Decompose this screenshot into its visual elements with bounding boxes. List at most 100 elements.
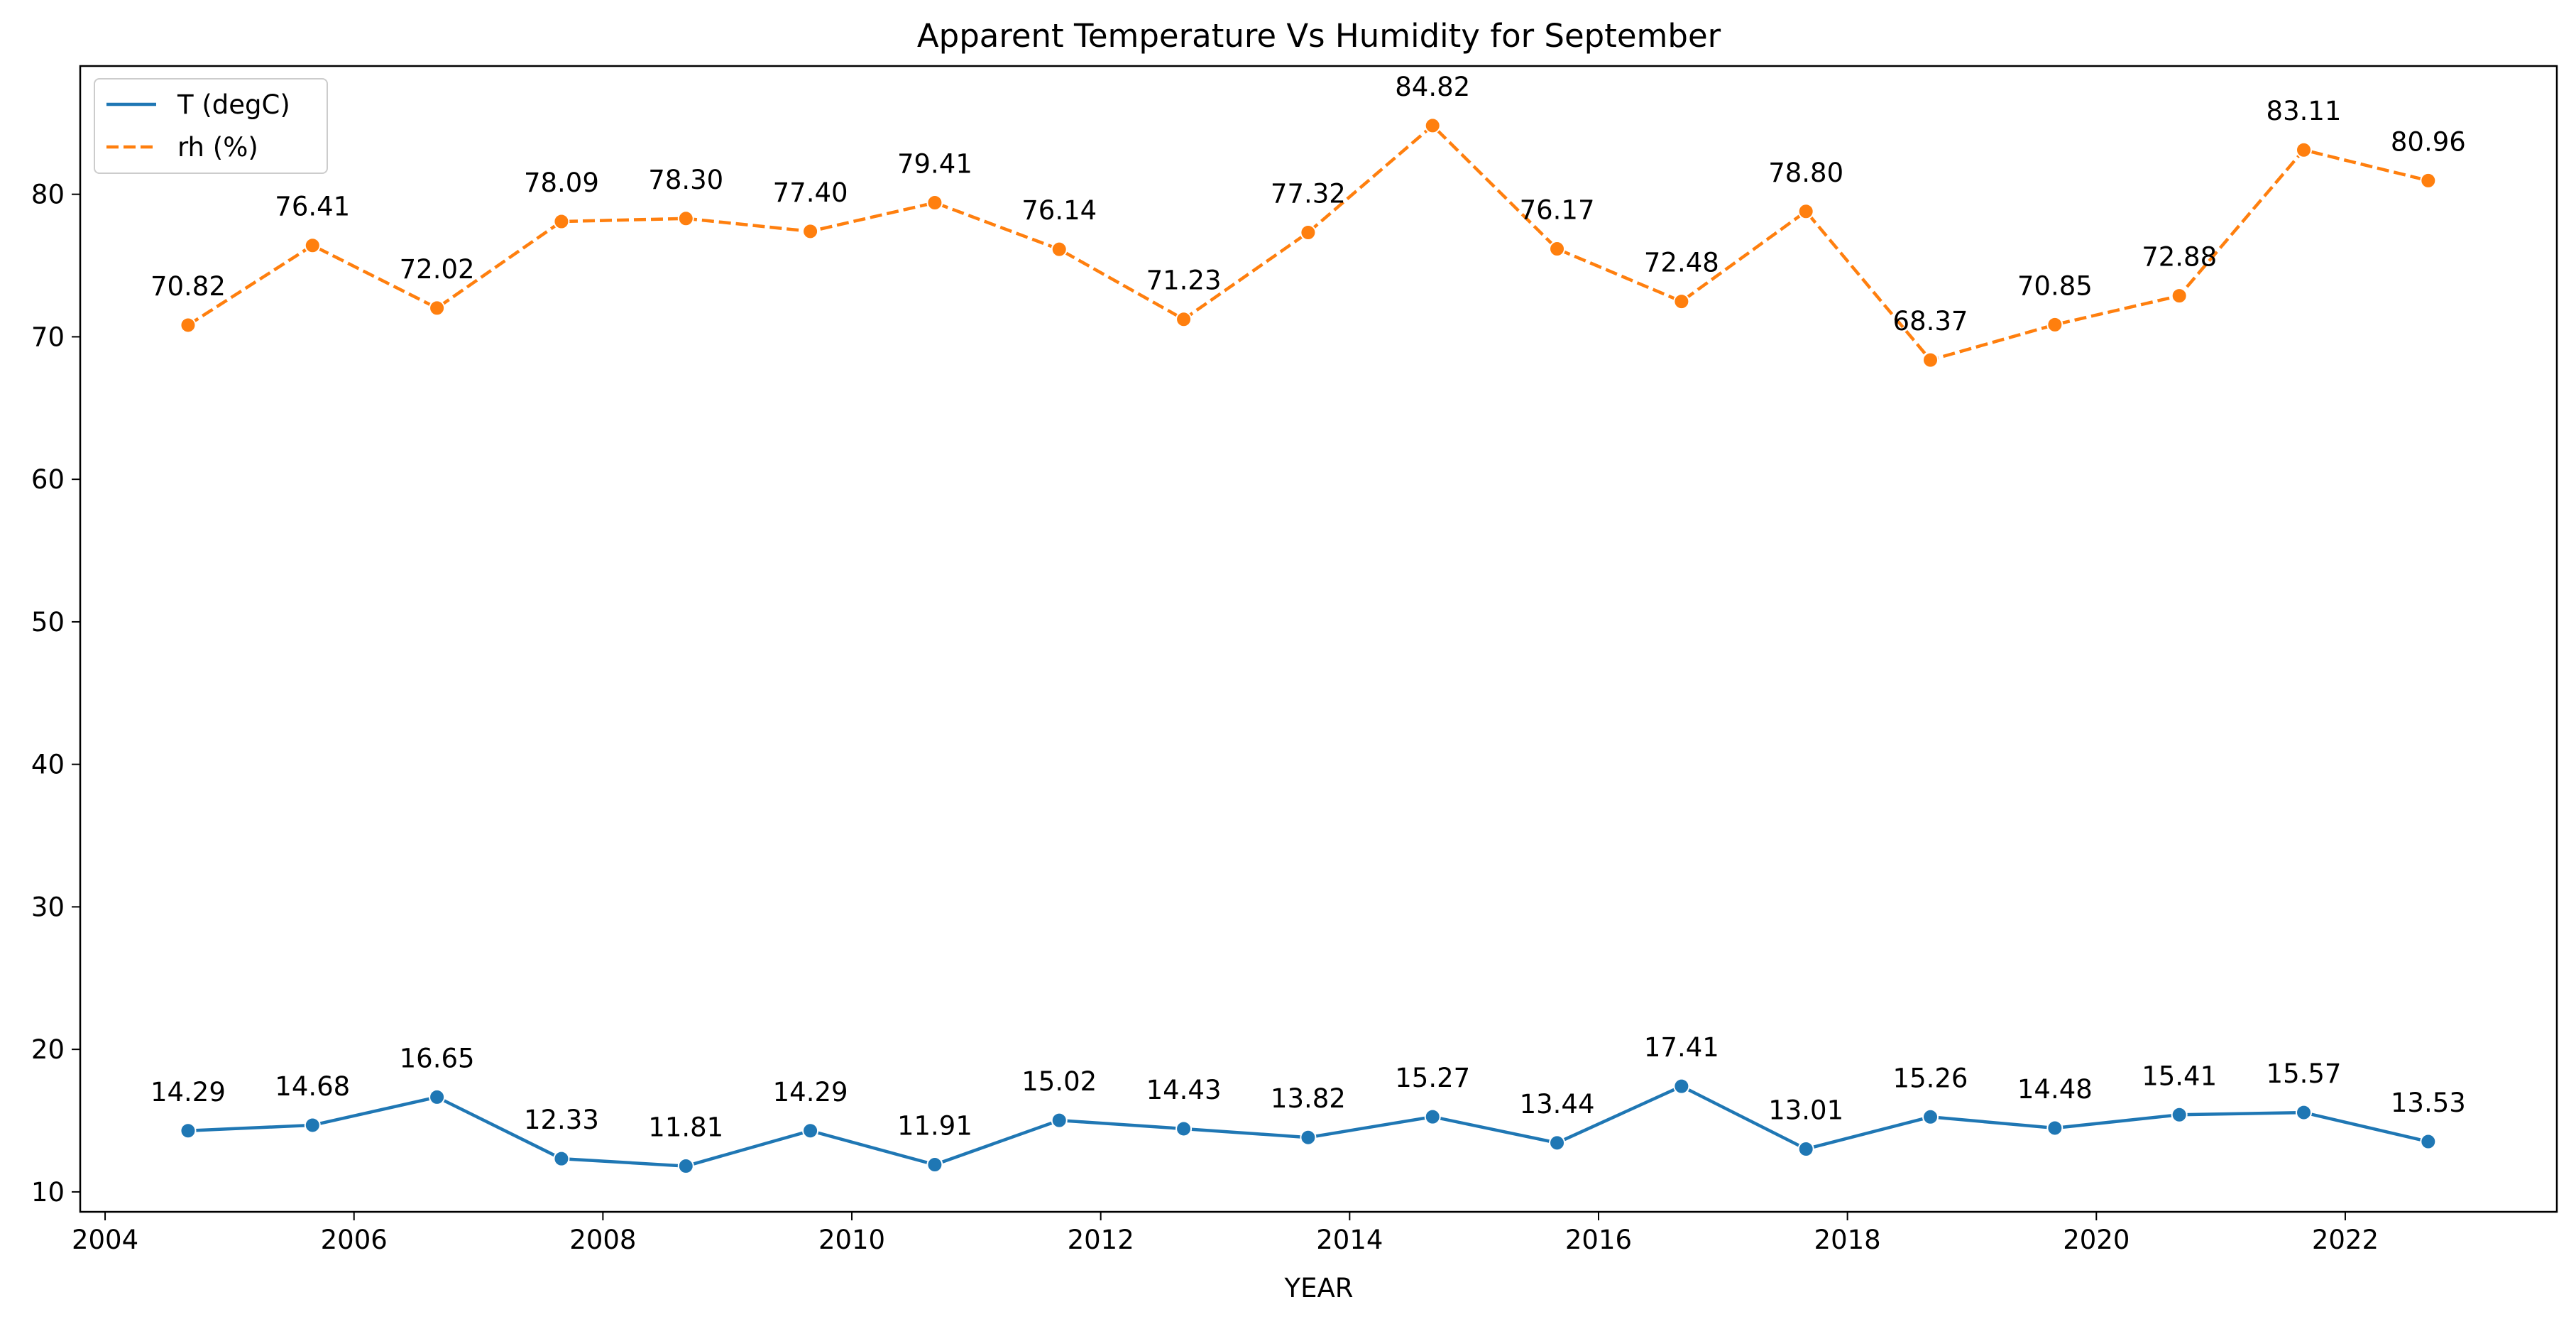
data-label-humidity: 80.96 <box>2391 126 2466 157</box>
data-label-temperature: 14.48 <box>2017 1074 2093 1105</box>
data-point-humidity <box>1424 117 1441 134</box>
data-label-humidity: 72.02 <box>400 254 475 285</box>
x-tick-label: 2010 <box>818 1225 885 1255</box>
data-label-humidity: 76.17 <box>1520 195 1595 226</box>
data-label-humidity: 84.82 <box>1395 72 1470 102</box>
data-point-humidity <box>926 195 943 212</box>
data-point-temperature <box>1424 1108 1441 1125</box>
data-label-temperature: 14.68 <box>275 1071 350 1102</box>
x-tick-label: 2022 <box>2312 1225 2379 1255</box>
data-label-humidity: 72.48 <box>1644 248 1719 278</box>
data-point-humidity <box>2046 316 2063 333</box>
legend-box <box>94 78 328 174</box>
data-point-temperature <box>304 1117 321 1134</box>
data-point-humidity <box>1549 241 1566 258</box>
y-tick-label: 70 <box>31 322 65 352</box>
data-label-temperature: 15.27 <box>1395 1063 1470 1093</box>
x-axis-label: YEAR <box>1284 1273 1354 1303</box>
data-point-temperature <box>1300 1129 1317 1146</box>
data-label-humidity: 76.41 <box>275 192 350 222</box>
data-point-temperature <box>2171 1106 2188 1123</box>
y-tick-label: 60 <box>31 464 65 495</box>
data-label-temperature: 14.43 <box>1146 1075 1222 1105</box>
legend-label-humidity: rh (%) <box>177 132 258 163</box>
data-point-humidity <box>553 213 570 230</box>
data-point-humidity <box>802 223 819 240</box>
data-label-humidity: 78.09 <box>524 168 599 198</box>
y-tick-label: 50 <box>31 607 65 638</box>
data-point-temperature <box>1673 1078 1690 1095</box>
data-label-temperature: 13.01 <box>1768 1095 1843 1125</box>
data-point-humidity <box>1797 203 1814 220</box>
data-point-humidity <box>1922 351 1939 368</box>
data-point-temperature <box>802 1122 819 1139</box>
data-point-humidity <box>180 317 197 334</box>
legend-label-temperature: T (degC) <box>177 89 290 120</box>
data-label-humidity: 72.88 <box>2142 242 2217 273</box>
data-point-temperature <box>1797 1140 1814 1157</box>
data-label-temperature: 15.02 <box>1021 1066 1097 1097</box>
x-tick-label: 2008 <box>569 1225 636 1255</box>
plot-frame <box>79 65 2558 1213</box>
data-point-temperature <box>429 1088 446 1105</box>
data-point-humidity <box>2420 172 2437 189</box>
data-label-temperature: 14.29 <box>773 1077 848 1107</box>
data-label-temperature: 13.82 <box>1271 1083 1346 1114</box>
data-label-humidity: 71.23 <box>1146 266 1222 296</box>
data-point-temperature <box>2420 1133 2437 1150</box>
data-point-temperature <box>1922 1108 1939 1125</box>
data-point-temperature <box>553 1150 570 1167</box>
data-label-humidity: 76.14 <box>1021 195 1097 226</box>
x-tick-label: 2012 <box>1068 1225 1134 1255</box>
data-point-humidity <box>1300 224 1317 241</box>
y-tick-label: 20 <box>31 1034 65 1065</box>
data-point-temperature <box>677 1158 694 1175</box>
data-point-humidity <box>304 237 321 254</box>
data-point-temperature <box>2296 1104 2313 1121</box>
data-label-temperature: 14.29 <box>150 1077 226 1107</box>
data-point-humidity <box>2171 288 2188 305</box>
data-label-temperature: 15.41 <box>2142 1061 2217 1091</box>
y-tick-label: 80 <box>31 180 65 210</box>
x-tick-label: 2018 <box>1814 1225 1881 1255</box>
data-label-humidity: 83.11 <box>2267 96 2342 126</box>
y-tick-label: 10 <box>31 1177 65 1208</box>
data-label-temperature: 15.26 <box>1893 1063 1968 1093</box>
data-label-temperature: 12.33 <box>524 1105 599 1135</box>
data-point-humidity <box>429 300 446 317</box>
data-label-temperature: 11.91 <box>897 1111 972 1142</box>
x-tick-label: 2016 <box>1565 1225 1632 1255</box>
data-point-humidity <box>1175 311 1193 328</box>
data-point-temperature <box>2046 1120 2063 1137</box>
x-tick-label: 2006 <box>321 1225 388 1255</box>
data-label-humidity: 68.37 <box>1893 306 1968 337</box>
series-line-humidity <box>187 123 2429 362</box>
data-point-humidity <box>2296 141 2313 158</box>
y-tick-label: 30 <box>31 892 65 922</box>
data-point-temperature <box>1175 1120 1193 1137</box>
y-tick-label: 40 <box>31 750 65 780</box>
data-label-humidity: 78.80 <box>1768 158 1843 188</box>
data-point-temperature <box>180 1122 197 1139</box>
data-label-temperature: 13.44 <box>1520 1089 1595 1120</box>
data-label-humidity: 70.85 <box>2017 270 2093 301</box>
data-label-temperature: 17.41 <box>1644 1032 1719 1063</box>
data-label-humidity: 79.41 <box>897 149 972 180</box>
data-label-temperature: 15.57 <box>2267 1058 2342 1089</box>
data-label-humidity: 70.82 <box>150 271 226 302</box>
data-point-temperature <box>1549 1134 1566 1151</box>
data-label-humidity: 78.30 <box>648 165 723 195</box>
data-point-temperature <box>926 1156 943 1173</box>
data-label-humidity: 77.40 <box>773 177 848 208</box>
data-point-humidity <box>1051 241 1068 258</box>
data-label-humidity: 77.32 <box>1271 178 1346 209</box>
data-point-humidity <box>677 210 694 227</box>
x-tick-label: 2020 <box>2063 1225 2130 1255</box>
data-label-temperature: 11.81 <box>648 1112 723 1143</box>
x-tick-label: 2014 <box>1316 1225 1383 1255</box>
data-label-temperature: 13.53 <box>2391 1088 2466 1118</box>
data-label-temperature: 16.65 <box>400 1043 475 1073</box>
chart-title: Apparent Temperature Vs Humidity for Sep… <box>917 17 1721 55</box>
x-tick-label: 2004 <box>72 1225 138 1255</box>
